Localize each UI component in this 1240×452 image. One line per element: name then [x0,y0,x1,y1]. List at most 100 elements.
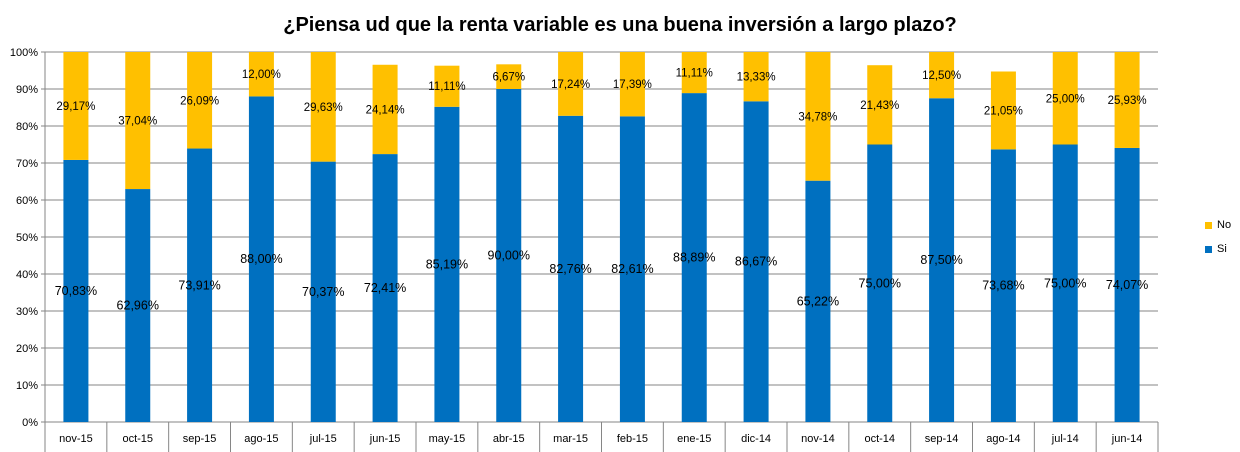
data-label-no: 6,67% [492,72,525,84]
y-tick-label: 10% [16,380,38,392]
y-tick-label: 0% [22,417,38,429]
chart-title: ¿Piensa ud que la renta variable es una … [283,14,957,36]
bar-no [310,52,336,162]
bar-si [434,106,460,422]
data-label-si: 85,19% [426,257,468,271]
legend-label-no: No [1217,219,1232,232]
x-tick-label: sep-14 [925,433,959,445]
data-label-si: 70,83% [55,284,97,298]
x-tick-label: sep-15 [183,433,217,445]
bar-no [990,71,1016,150]
y-tick-label: 70% [16,158,38,170]
x-tick-label: oct-15 [122,433,153,445]
data-label-si: 62,96% [117,299,159,313]
x-tick-label: oct-14 [864,433,895,445]
bar-si [867,144,893,422]
y-tick-label: 40% [16,269,38,281]
legend-label-si: Si [1217,243,1227,256]
x-tick-label: nov-14 [801,433,835,445]
data-label-si: 88,89% [673,251,715,265]
x-tick-label: abr-15 [493,433,525,445]
bar-no [125,52,151,190]
data-label-no: 29,63% [304,102,343,114]
bar-si [125,189,151,422]
bar-si [743,101,769,423]
legend-item-si: Si [1205,243,1227,255]
data-label-no: 25,00% [1046,93,1085,105]
data-label-no: 11,11% [676,68,713,80]
x-tick-label: nov-15 [59,433,93,445]
data-label-si: 82,61% [611,262,653,276]
bar-si [1114,147,1140,423]
bar-no [1052,52,1078,145]
data-label-si: 75,00% [1044,276,1086,290]
y-tick-label: 90% [16,84,38,96]
data-label-no: 21,05% [984,105,1023,117]
y-tick-label: 100% [10,47,38,59]
bar-no [434,65,460,107]
data-label-no: 24,14% [366,104,405,116]
x-tick-label: jul-15 [309,433,337,445]
data-label-si: 72,41% [364,281,406,295]
bar-no [1114,52,1140,148]
bar-si [990,149,1016,422]
bar-no [248,52,274,97]
x-tick-label: jun-14 [1111,433,1143,445]
x-tick-label: ago-15 [244,433,278,445]
bar-no [619,52,645,117]
legend-item-no: No [1205,219,1231,231]
data-label-si: 87,50% [920,253,962,267]
data-label-no: 29,17% [56,101,95,113]
x-tick-label: ene-15 [677,433,711,445]
bar-no [496,64,522,89]
y-tick-label: 80% [16,121,38,133]
bar-no [372,64,398,155]
x-tick-label: mar-15 [553,433,588,445]
bar-no [558,52,584,116]
data-label-no: 34,78% [798,111,837,123]
bar-no [929,52,955,99]
data-label-no: 21,43% [860,100,899,112]
bar-si [496,89,522,422]
data-label-no: 26,09% [180,95,219,107]
bar-no [63,52,89,160]
data-label-si: 75,00% [859,276,901,290]
bar-no [187,52,213,149]
bar-no [867,65,893,145]
data-label-si: 65,22% [797,294,839,308]
bar-si [1052,144,1078,422]
y-tick-label: 50% [16,232,38,244]
legend-swatch-no [1205,221,1212,229]
data-label-si: 73,68% [982,279,1024,293]
data-label-si: 70,37% [302,285,344,299]
bar-si [372,154,398,422]
bar-si [187,148,213,422]
x-tick-label: dic-14 [741,433,771,445]
bar-si [63,159,89,422]
legend-swatch-si [1205,245,1212,253]
data-label-no: 37,04% [118,116,157,128]
bar-no [743,52,769,102]
bar-si [310,161,336,423]
bar-no [805,52,831,181]
bar-si [681,93,707,423]
data-label-no: 17,39% [613,79,652,91]
y-tick-label: 60% [16,195,38,207]
data-label-si: 90,00% [488,249,530,263]
y-tick-label: 30% [16,306,38,318]
data-label-si: 73,91% [178,278,220,292]
data-label-no: 11,11% [428,81,465,93]
x-tick-label: jun-15 [369,433,401,445]
data-label-si: 82,76% [549,262,591,276]
bar-si [619,116,645,422]
data-label-no: 12,50% [922,70,961,82]
data-label-no: 13,33% [737,72,776,84]
data-label-no: 12,00% [242,69,281,81]
x-tick-label: ago-14 [986,433,1020,445]
x-tick-label: feb-15 [617,433,648,445]
bar-si [929,98,955,422]
bar-si [248,96,274,423]
data-label-si: 74,07% [1106,278,1148,292]
bar-no [681,52,707,94]
